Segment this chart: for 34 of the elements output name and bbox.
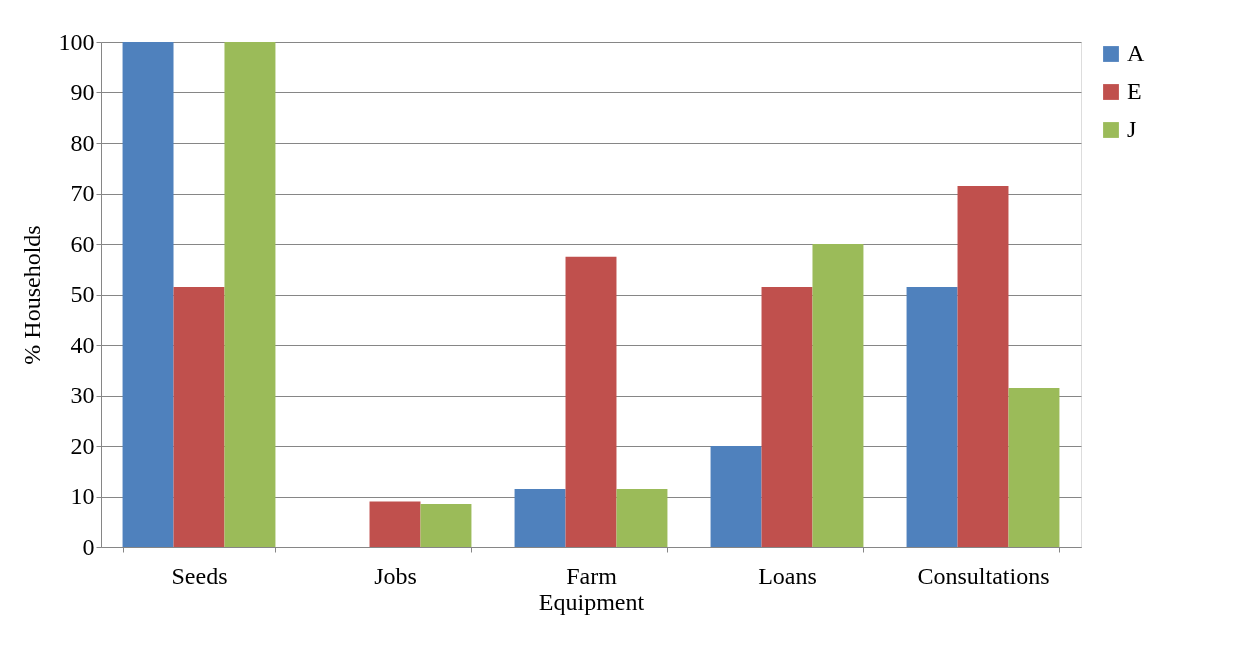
y-tick-label: 100 xyxy=(58,28,95,55)
y-tick-label: 30 xyxy=(70,382,95,408)
y-tick-label: 0 xyxy=(82,533,95,560)
y-tick-label: 20 xyxy=(70,432,95,459)
y-tick-label: 60 xyxy=(70,230,95,257)
bar xyxy=(514,488,566,547)
y-tick-label: 70 xyxy=(70,180,95,206)
bar xyxy=(420,504,472,547)
y-tick-label: 80 xyxy=(70,129,95,156)
legend-label: A xyxy=(1127,40,1145,66)
y-tick-label: 10 xyxy=(70,483,95,509)
bar xyxy=(710,446,762,547)
legend-label: J xyxy=(1127,116,1137,142)
y-tick-label: 50 xyxy=(70,281,95,307)
bar xyxy=(616,488,668,547)
bar xyxy=(812,244,864,547)
bar xyxy=(173,286,225,547)
x-tick-label: Farm Equipment xyxy=(538,562,645,615)
bar xyxy=(906,286,958,547)
x-tick-label: Jobs xyxy=(374,562,417,589)
bar xyxy=(1008,387,1060,547)
y-axis-title: % Households xyxy=(18,225,45,365)
x-tick-label: Loans xyxy=(758,562,817,589)
y-tick-label: 40 xyxy=(70,331,95,358)
bar xyxy=(565,256,617,547)
bar xyxy=(122,42,174,547)
y-tick-label: 90 xyxy=(70,79,95,105)
x-tick-label: Seeds xyxy=(171,562,228,589)
legend-label: E xyxy=(1127,78,1142,104)
bar xyxy=(957,185,1009,547)
bar xyxy=(224,42,276,547)
x-tick-label: Consultations xyxy=(917,562,1050,589)
bar xyxy=(369,501,421,547)
bar xyxy=(761,286,813,547)
